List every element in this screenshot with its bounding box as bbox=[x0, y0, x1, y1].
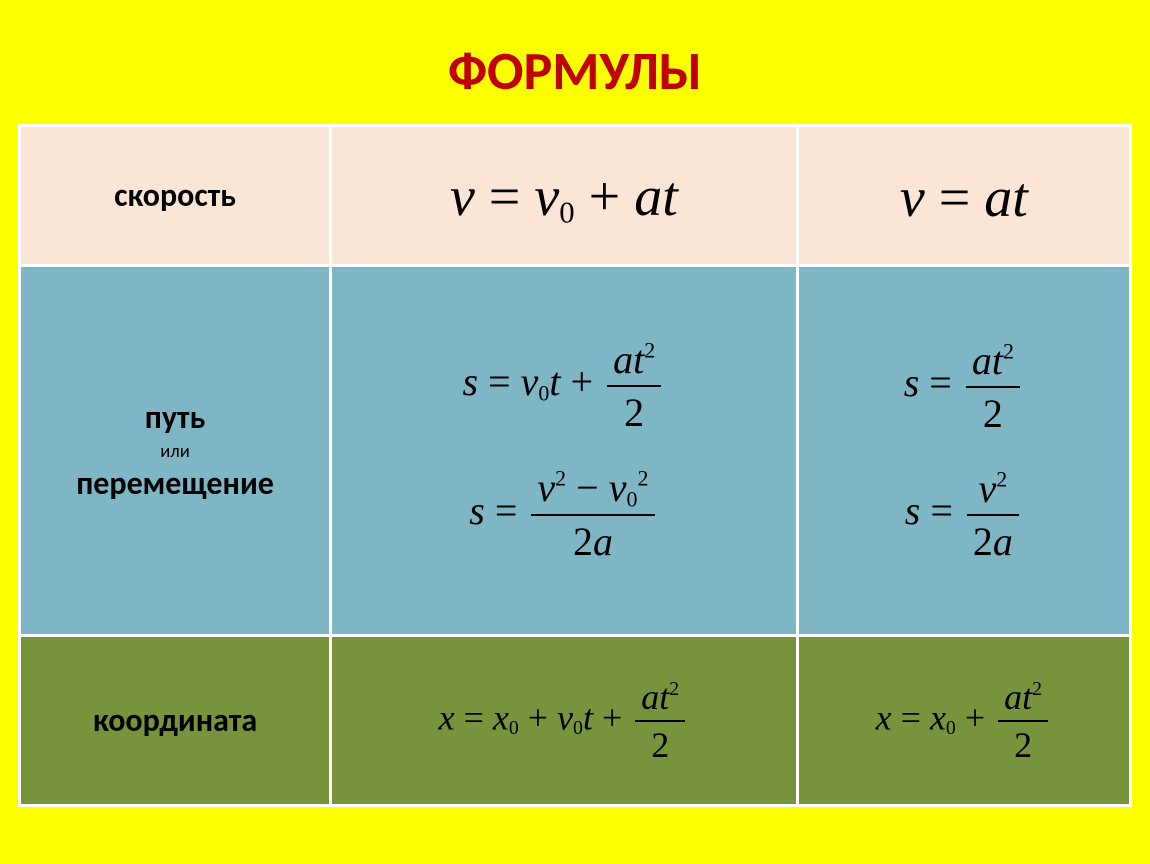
path-label-top: путь bbox=[27, 398, 323, 437]
row-coord: координата x = x0 + v0t + at22 x = x0 + … bbox=[20, 636, 1131, 806]
formula-coord-general: x = x0 + v0t + at22 bbox=[439, 676, 690, 766]
cell-path-zero: s = at22 s = v22a bbox=[797, 266, 1130, 636]
slide: ФОРМУЛЫ скорость v = v0 + at bbox=[0, 0, 1150, 864]
cell-speed-general: v = v0 + at bbox=[331, 126, 798, 266]
row-path: путь или перемещение s = v0t + at22 s = … bbox=[20, 266, 1131, 636]
cell-coord-general: x = x0 + v0t + at22 bbox=[331, 636, 798, 806]
cell-path-label: путь или перемещение bbox=[20, 266, 331, 636]
formula-coord-zero: x = x0 + at22 bbox=[876, 676, 1052, 766]
cell-coord-label: координата bbox=[20, 636, 331, 806]
cell-speed-label: скорость bbox=[20, 126, 331, 266]
cell-path-general: s = v0t + at22 s = v2 − v022a bbox=[331, 266, 798, 636]
path-label-mid: или bbox=[27, 437, 323, 464]
formula-path-vel: s = v2 − v022a bbox=[469, 464, 658, 566]
coord-label-text: координата bbox=[93, 701, 257, 740]
cell-speed-zero: v = at bbox=[797, 126, 1130, 266]
path-label-bot: перемещение bbox=[27, 464, 323, 503]
formula-path-time-zero: s = at22 bbox=[904, 337, 1024, 437]
formula-path-vel-zero: s = v22a bbox=[905, 465, 1023, 565]
slide-title: ФОРМУЛЫ bbox=[18, 20, 1132, 124]
cell-coord-zero: x = x0 + at22 bbox=[797, 636, 1130, 806]
speed-label-text: скорость bbox=[114, 176, 236, 215]
formula-speed-zero: v = at bbox=[900, 166, 1028, 230]
formula-table: скорость v = v0 + at v = at bbox=[18, 124, 1132, 807]
row-speed: скорость v = v0 + at v = at bbox=[20, 126, 1131, 266]
formula-path-time: s = v0t + at22 bbox=[463, 336, 666, 436]
formula-speed-general: v = v0 + at bbox=[450, 165, 678, 231]
